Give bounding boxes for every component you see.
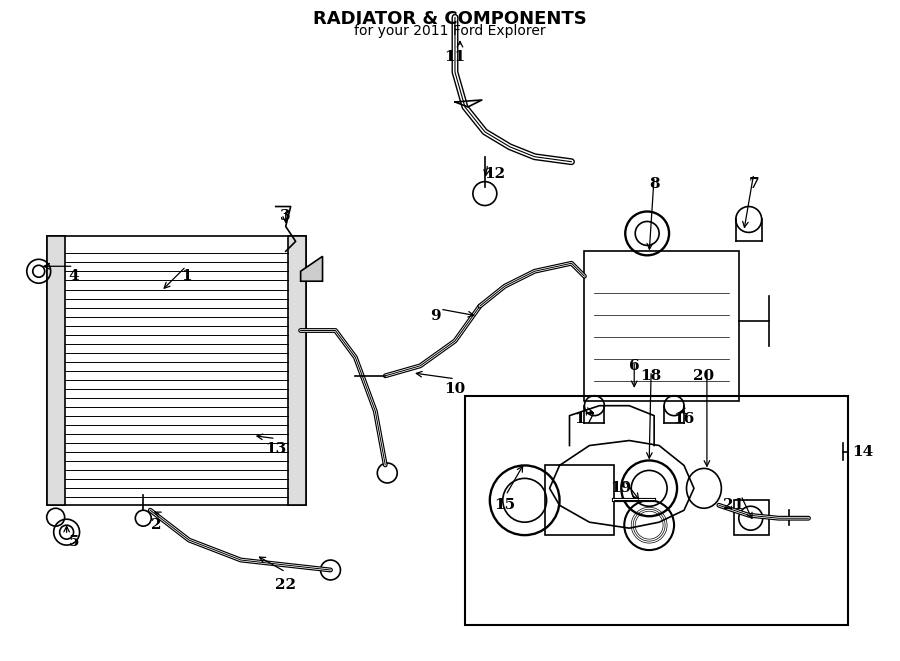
Text: 13: 13 xyxy=(266,442,286,455)
Text: 3: 3 xyxy=(281,210,291,223)
Text: 7: 7 xyxy=(749,176,759,190)
Bar xyxy=(465,396,849,625)
Text: 6: 6 xyxy=(629,359,640,373)
Text: 21: 21 xyxy=(724,498,744,512)
Text: for your 2011 Ford Explorer: for your 2011 Ford Explorer xyxy=(355,24,545,38)
Text: 12: 12 xyxy=(484,167,506,180)
Text: 20: 20 xyxy=(693,369,715,383)
Text: 10: 10 xyxy=(445,382,465,396)
Text: 22: 22 xyxy=(275,578,296,592)
Text: 2: 2 xyxy=(151,518,161,532)
Bar xyxy=(544,465,615,535)
Bar xyxy=(47,237,65,505)
Text: 5: 5 xyxy=(68,535,79,549)
Text: 11: 11 xyxy=(445,50,465,64)
Bar xyxy=(584,251,739,401)
Bar xyxy=(47,237,306,505)
Text: RADIATOR & COMPONENTS: RADIATOR & COMPONENTS xyxy=(313,11,587,28)
Text: 4: 4 xyxy=(68,269,79,283)
Text: 17: 17 xyxy=(574,412,595,426)
Text: 19: 19 xyxy=(611,481,632,495)
Text: 14: 14 xyxy=(852,446,874,459)
Text: 15: 15 xyxy=(494,498,516,512)
Text: 9: 9 xyxy=(430,309,440,323)
Bar xyxy=(734,500,769,535)
Text: 8: 8 xyxy=(649,176,660,190)
Bar xyxy=(288,237,306,505)
Polygon shape xyxy=(301,256,322,281)
Text: 1: 1 xyxy=(181,269,192,283)
Text: 18: 18 xyxy=(641,369,662,383)
Text: 16: 16 xyxy=(673,412,695,426)
